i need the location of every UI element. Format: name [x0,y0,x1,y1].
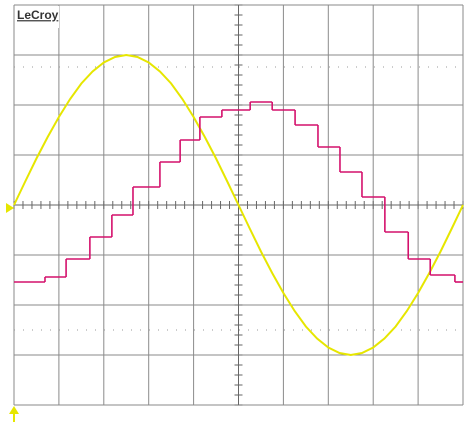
scope-screen: LeCroy [0,0,465,422]
logo: LeCroy [17,8,59,22]
background [0,0,465,422]
